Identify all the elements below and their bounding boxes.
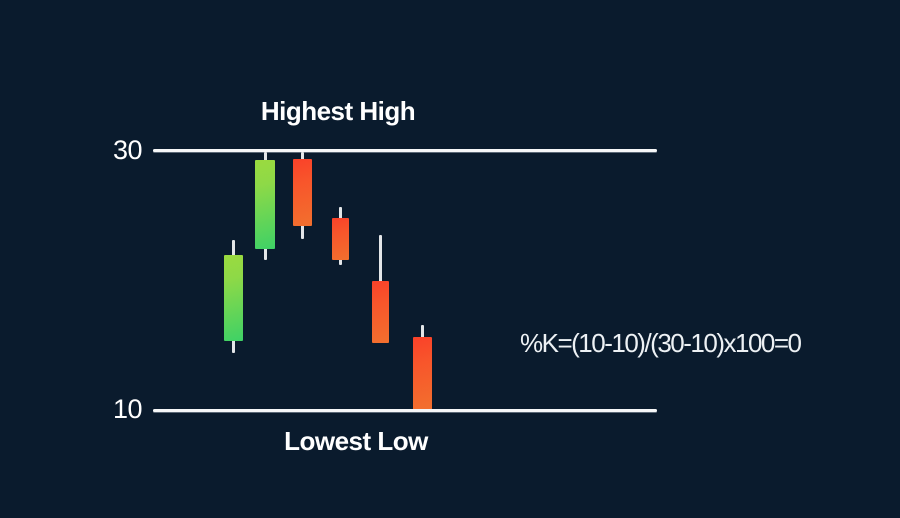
highest-high-line (153, 149, 657, 152)
percent-k-formula: %K=(10-10)/(30-10)x100=0 (520, 328, 802, 358)
lowest-low-line (153, 409, 657, 412)
lowest-low-label: Lowest Low (284, 426, 428, 456)
bullish-candle-body (255, 160, 275, 250)
y-axis-tick-10: 10 (112, 394, 143, 424)
highest-high-label: Highest High (260, 96, 416, 126)
bearish-candle-body (331, 218, 349, 260)
bullish-candle-body (223, 254, 243, 342)
bearish-candle-body (371, 280, 389, 343)
bearish-candle-body (412, 337, 432, 410)
y-axis-tick-30: 30 (112, 135, 143, 165)
bearish-candle-body (292, 158, 312, 227)
